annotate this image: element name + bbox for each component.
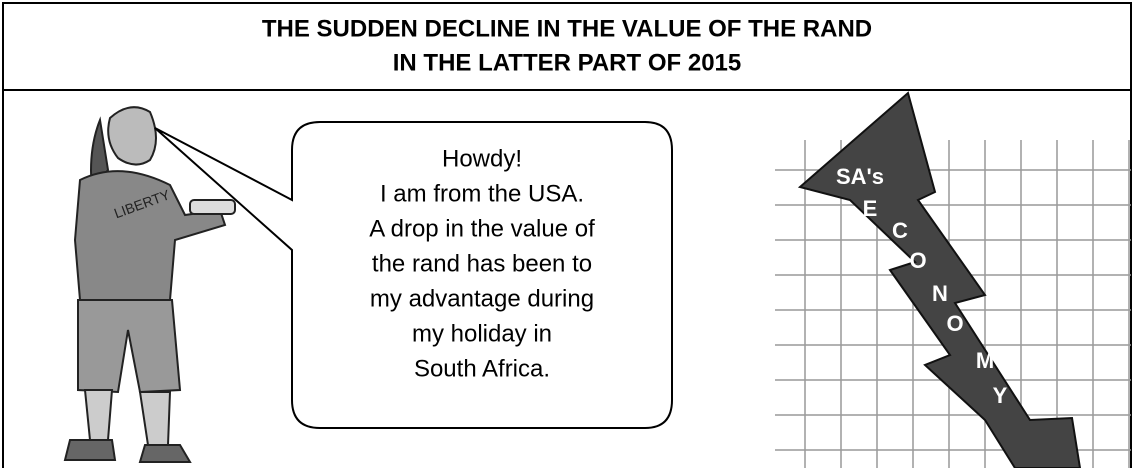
illustration: LIBERTY THE SUDDEN DECLINE IN THE VALUE … xyxy=(0,0,1134,468)
bubble-line: the rand has been to xyxy=(372,250,592,277)
page: LIBERTY THE SUDDEN DECLINE IN THE VALUE … xyxy=(0,0,1134,468)
title-line: IN THE LATTER PART OF 2015 xyxy=(393,49,741,76)
bubble-line: A drop in the value of xyxy=(369,215,595,242)
bolt-letter: E xyxy=(863,196,878,221)
bolt-letter: M xyxy=(976,348,994,373)
bolt-letter: C xyxy=(892,218,908,243)
bubble-line: South Africa. xyxy=(414,355,550,382)
bolt-letter: O xyxy=(909,248,926,273)
bubble-line: Howdy! xyxy=(442,145,522,172)
bolt-label: SA's xyxy=(836,164,884,189)
bubble-line: my advantage during xyxy=(370,285,594,312)
bolt-letter: Y xyxy=(993,383,1008,408)
bolt-letter: O xyxy=(946,311,963,336)
bolt-letter: N xyxy=(932,281,948,306)
bubble-line: my holiday in xyxy=(412,320,552,347)
bubble-line: I am from the USA. xyxy=(380,180,584,207)
title-line: THE SUDDEN DECLINE IN THE VALUE OF THE R… xyxy=(262,15,872,42)
